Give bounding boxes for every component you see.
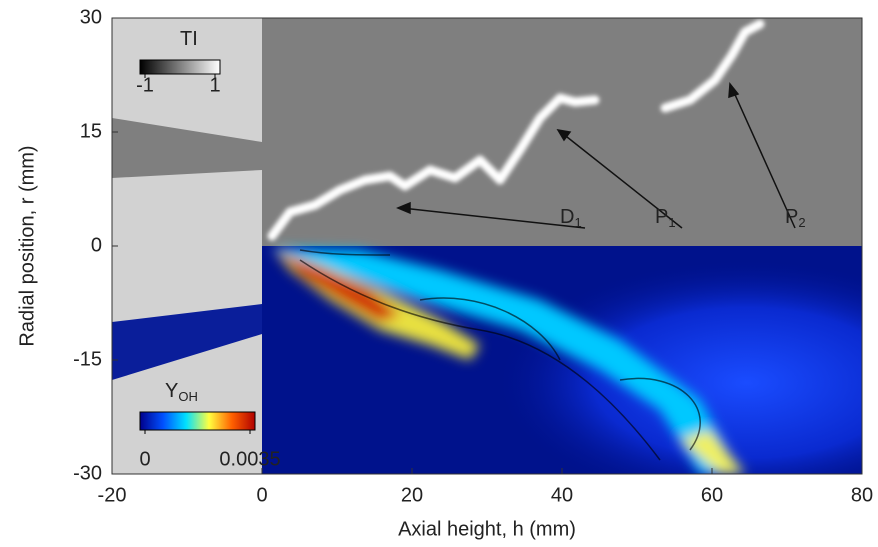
flame <box>270 248 745 474</box>
x-axis-label: Axial height, h (mm) <box>398 518 576 540</box>
annotation: D1 <box>560 206 582 230</box>
colorbar-tick-label: 0 <box>139 448 150 470</box>
annotation-sub: 1 <box>668 215 675 230</box>
annotation: P2 <box>785 206 806 230</box>
y-tick-label: 30 <box>80 6 102 28</box>
pipe-band <box>112 304 262 380</box>
annotation-label: P <box>785 206 798 228</box>
annotation-sub: 2 <box>798 215 805 230</box>
pipe-band <box>112 118 262 178</box>
x-tick-label: 0 <box>256 484 267 506</box>
x-tick-label: -20 <box>98 484 127 506</box>
annotation-arrows <box>396 82 796 229</box>
colorbar-tick-label: 1 <box>209 74 220 96</box>
colorbar-title-text: Y <box>165 380 178 402</box>
field <box>112 18 862 474</box>
colorbar <box>139 411 256 431</box>
y-tick-label: -30 <box>73 462 102 484</box>
y-tick-label: -15 <box>73 348 102 370</box>
streamlines <box>299 249 701 461</box>
y-tick-label: 15 <box>80 120 102 142</box>
y-axis-label: Radial position, r (mm) <box>16 145 38 346</box>
colorbar-title-sub: OH <box>178 389 198 404</box>
annotation-sub: 1 <box>574 215 581 230</box>
colorbar-title: YOH <box>165 380 198 404</box>
y-tick-label: 0 <box>91 234 102 256</box>
annotation-label: P <box>655 206 668 228</box>
x-tick-label: 40 <box>551 484 573 506</box>
x-tick-label: 60 <box>701 484 723 506</box>
colorbar-tick-label: -1 <box>136 74 154 96</box>
colorbar <box>139 59 221 75</box>
colorbar-title: TI <box>180 28 198 50</box>
colorbar-title-text: TI <box>180 28 198 50</box>
colorbar-tick-label: 0.0035 <box>219 448 280 470</box>
annotation: P1 <box>655 206 676 230</box>
x-tick-label: 80 <box>851 484 873 506</box>
annotation-label: D <box>560 206 574 228</box>
flame-front <box>267 19 765 241</box>
x-tick-label: 20 <box>401 484 423 506</box>
